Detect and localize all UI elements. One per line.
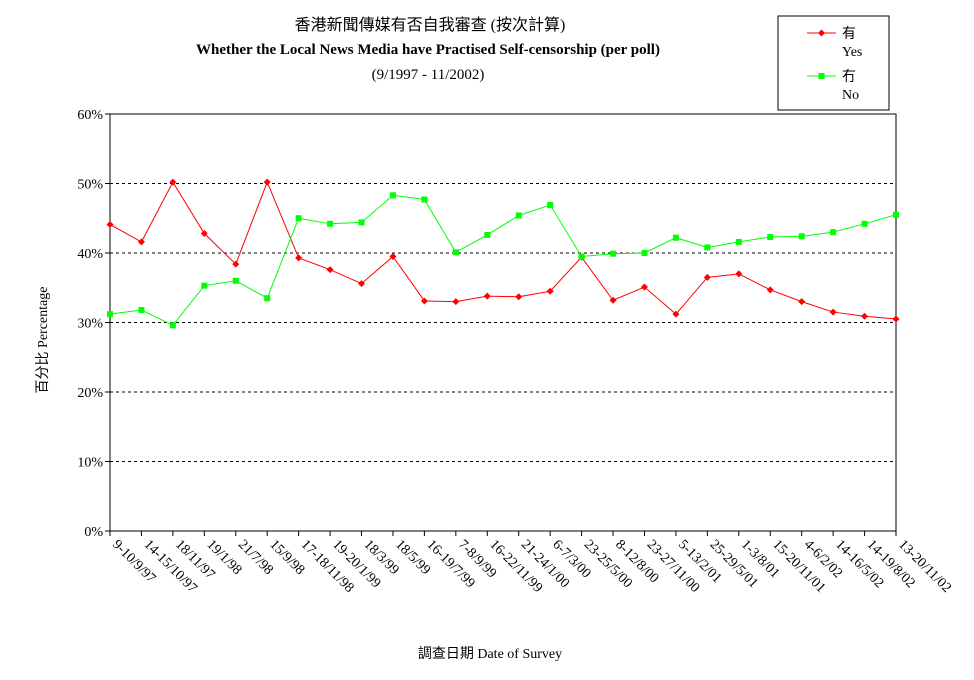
data-point-no xyxy=(389,192,396,199)
data-point-no xyxy=(201,282,208,289)
y-tick-label: 30% xyxy=(77,317,103,332)
data-point-no xyxy=(861,220,868,227)
legend-marker-no xyxy=(818,73,825,79)
data-point-no xyxy=(107,311,113,318)
data-point-yes xyxy=(452,298,460,306)
data-point-no xyxy=(452,249,459,256)
legend-marker-yes xyxy=(818,29,825,37)
legend-label-yes-cn: 有 xyxy=(842,26,856,42)
data-point-yes xyxy=(232,260,240,268)
data-point-yes xyxy=(892,315,900,323)
data-point-no xyxy=(327,220,334,227)
y-axis: 0% 10% 20% 30% 40% 50% 60% xyxy=(77,108,110,540)
y-tick-label: 0% xyxy=(84,525,103,540)
data-point-yes xyxy=(640,283,648,291)
data-point-yes xyxy=(483,292,491,300)
data-point-no xyxy=(138,306,145,313)
data-point-yes xyxy=(326,266,334,274)
data-point-yes xyxy=(263,178,271,186)
y-tick-label: 60% xyxy=(77,108,103,123)
data-point-yes xyxy=(295,254,303,262)
data-point-yes xyxy=(861,312,869,320)
data-point-no xyxy=(672,234,679,241)
data-point-yes xyxy=(200,230,208,238)
data-point-no xyxy=(515,212,522,219)
series-line-no xyxy=(109,194,897,326)
data-point-yes xyxy=(137,238,145,246)
data-point-yes xyxy=(515,293,523,301)
legend-item-yes: 有 Yes xyxy=(807,26,862,60)
data-point-no xyxy=(547,202,554,209)
legend-box xyxy=(777,15,890,111)
series-layer xyxy=(106,178,900,329)
data-point-no xyxy=(798,233,805,240)
y-tick-label: 50% xyxy=(77,178,103,193)
data-point-yes xyxy=(829,308,837,316)
x-axis: 9-10/9/9714-15/10/9718/11/9719/1/9821/7/… xyxy=(109,531,954,596)
data-point-yes xyxy=(766,286,774,294)
data-point-yes xyxy=(169,178,177,186)
grid xyxy=(110,183,896,462)
y-tick-label: 20% xyxy=(77,386,103,401)
data-point-yes xyxy=(672,310,680,318)
data-point-no xyxy=(767,234,774,241)
series-line-yes xyxy=(109,180,897,320)
data-point-no xyxy=(735,238,742,245)
y-tick-label: 40% xyxy=(77,247,103,262)
data-point-yes xyxy=(106,221,114,229)
data-point-yes xyxy=(546,287,554,295)
data-point-no xyxy=(295,215,302,222)
data-point-no xyxy=(421,196,428,203)
data-point-no xyxy=(610,250,617,257)
data-point-no xyxy=(830,229,837,236)
y-tick-label: 10% xyxy=(77,456,103,471)
data-point-yes xyxy=(735,270,743,278)
data-point-no xyxy=(641,250,648,256)
chart-period: (9/1997 - 11/2002) xyxy=(372,67,485,83)
data-point-yes xyxy=(420,297,428,305)
data-point-yes xyxy=(358,280,366,288)
data-point-yes xyxy=(798,298,806,306)
data-point-no xyxy=(264,295,271,302)
legend-label-no-cn: 冇 xyxy=(842,69,856,85)
legend-item-no: 冇 No xyxy=(807,69,859,103)
legend: 有 Yes 冇 No xyxy=(777,15,890,111)
data-point-no xyxy=(232,277,239,284)
data-point-yes xyxy=(703,273,711,281)
chart-subtitle: Whether the Local News Media have Practi… xyxy=(196,42,660,58)
data-point-no xyxy=(578,253,585,260)
x-axis-title: 調查日期 Date of Survey xyxy=(418,646,562,662)
data-point-no xyxy=(169,322,176,329)
data-point-no xyxy=(704,244,711,251)
chart-title: 香港新聞傳媒有否自我審查 (按次計算) xyxy=(295,15,566,34)
data-point-no xyxy=(358,219,365,226)
data-point-no xyxy=(484,231,491,238)
data-point-yes xyxy=(609,296,617,304)
data-point-yes xyxy=(389,252,397,260)
legend-label-no-en: No xyxy=(842,88,859,103)
y-axis-title: 百分比 Percentage xyxy=(35,287,51,394)
data-point-no xyxy=(893,211,899,218)
legend-label-yes-en: Yes xyxy=(842,45,862,60)
